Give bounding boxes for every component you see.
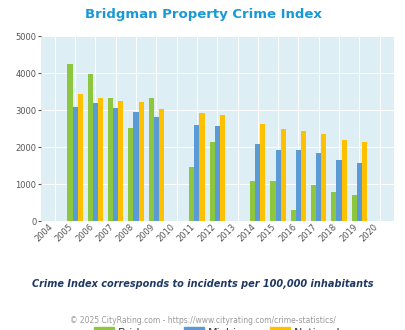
Bar — [199, 113, 204, 221]
Text: Crime Index corresponds to incidents per 100,000 inhabitants: Crime Index corresponds to incidents per… — [32, 279, 373, 289]
Bar — [351, 195, 356, 221]
Bar — [341, 140, 346, 221]
Bar — [320, 134, 326, 221]
Legend: Bridgman, Michigan, National: Bridgman, Michigan, National — [89, 323, 344, 330]
Bar — [67, 64, 72, 221]
Bar — [275, 150, 280, 221]
Bar — [315, 153, 320, 221]
Bar — [128, 128, 133, 221]
Bar — [93, 103, 98, 221]
Bar — [138, 102, 143, 221]
Bar — [158, 109, 164, 221]
Bar — [118, 101, 123, 221]
Bar — [87, 74, 93, 221]
Bar — [108, 98, 113, 221]
Bar — [280, 129, 285, 221]
Bar — [133, 113, 138, 221]
Bar — [219, 115, 224, 221]
Bar — [300, 131, 305, 221]
Bar — [209, 142, 214, 221]
Bar — [77, 94, 83, 221]
Bar — [153, 117, 158, 221]
Bar — [189, 167, 194, 221]
Bar — [310, 185, 315, 221]
Bar — [290, 210, 295, 221]
Bar — [214, 126, 219, 221]
Bar — [194, 125, 199, 221]
Bar — [361, 142, 366, 221]
Bar — [336, 160, 341, 221]
Bar — [148, 98, 153, 221]
Text: © 2025 CityRating.com - https://www.cityrating.com/crime-statistics/: © 2025 CityRating.com - https://www.city… — [70, 316, 335, 325]
Text: Bridgman Property Crime Index: Bridgman Property Crime Index — [84, 8, 321, 21]
Bar — [270, 181, 275, 221]
Bar — [356, 163, 361, 221]
Bar — [295, 150, 300, 221]
Bar — [113, 108, 118, 221]
Bar — [249, 181, 255, 221]
Bar — [330, 192, 336, 221]
Bar — [260, 124, 265, 221]
Bar — [255, 144, 260, 221]
Bar — [72, 107, 77, 221]
Bar — [98, 98, 103, 221]
